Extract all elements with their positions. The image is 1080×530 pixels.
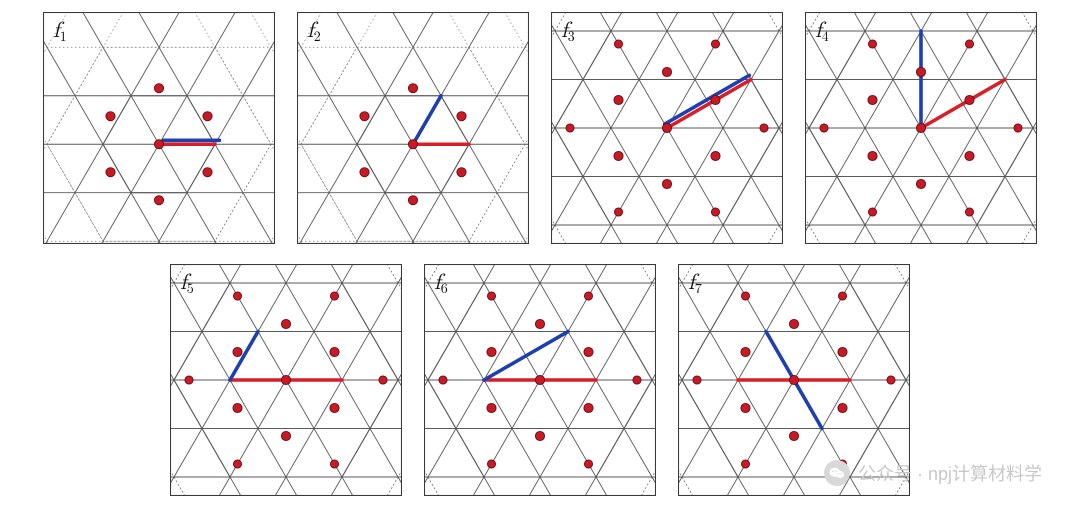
- panel-f3: f3: [551, 12, 783, 244]
- panel-f4: f4: [805, 12, 1037, 244]
- panel-f6: f6: [424, 264, 656, 496]
- panel-f1: f1: [43, 12, 275, 244]
- panel-f2: f2: [297, 12, 529, 244]
- figure-grid: f1f2f3f4f5f6f7: [12, 12, 1068, 496]
- panel-f5: f5: [170, 264, 402, 496]
- panel-f7: f7: [678, 264, 910, 496]
- panel-row: f5f6f7: [12, 264, 1068, 496]
- panel-row: f1f2f3f4: [12, 12, 1068, 244]
